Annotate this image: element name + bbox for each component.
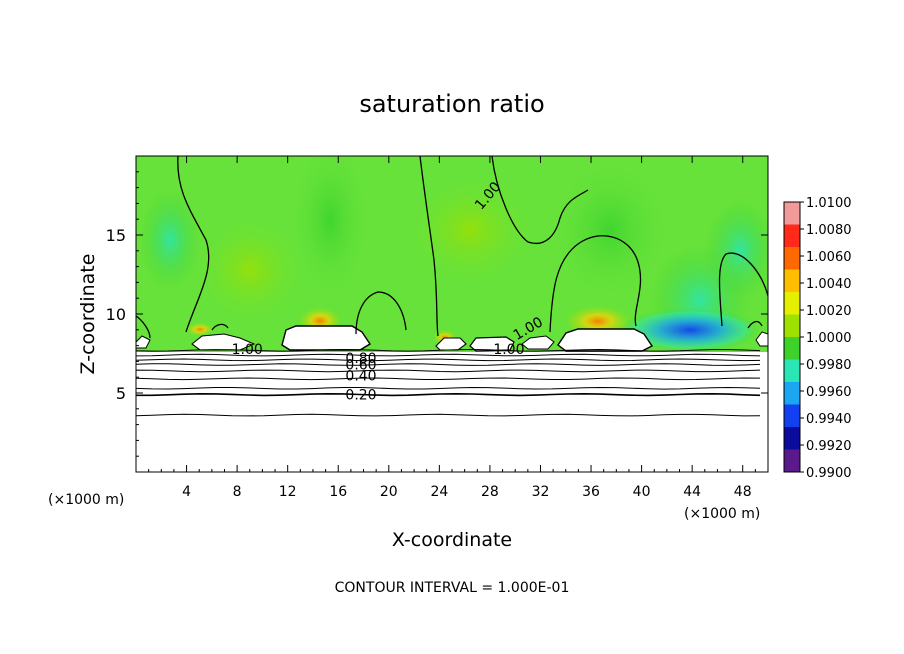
- colorbar-label: 1.0060: [806, 250, 852, 265]
- field-patch: [620, 308, 760, 352]
- x-tick-label: 32: [532, 484, 550, 500]
- field-patch: [564, 302, 632, 334]
- x-tick-label: 20: [380, 484, 398, 500]
- y-tick-label: 5: [116, 384, 126, 403]
- x-tick-label: 28: [481, 484, 499, 500]
- y-tick-label: 10: [106, 305, 126, 324]
- x-unit-right: (×1000 m): [684, 506, 760, 522]
- x-tick-label: 24: [430, 484, 448, 500]
- y-axis-label: Z-coordinate: [77, 254, 99, 375]
- horizontal-contours: [136, 348, 761, 417]
- colorbar-segment: [784, 359, 800, 383]
- contour-label-text: 1.00: [232, 342, 263, 358]
- subsaturated-region: [136, 352, 768, 472]
- colorbar-segment: [784, 269, 800, 293]
- contour-label: 0.40: [345, 369, 376, 385]
- field-patch: [186, 321, 214, 335]
- colorbar-label: 1.0100: [806, 196, 852, 211]
- colorbar-label: 0.9960: [806, 385, 852, 400]
- x-tick-label: 16: [329, 484, 347, 500]
- x-tick-label: 8: [233, 484, 242, 500]
- colorbar-label: 1.0080: [806, 223, 852, 238]
- y-axis: 5 10 15: [106, 171, 768, 457]
- colorbar-label: 0.9900: [806, 466, 852, 481]
- contour-line: [136, 392, 761, 397]
- colorbar-label: 0.9980: [806, 358, 852, 373]
- x-tick-label: 12: [279, 484, 297, 500]
- colorbar-label: 0.9920: [806, 439, 852, 454]
- cloud-blob: [136, 335, 151, 349]
- field-patch: [190, 210, 310, 330]
- x-axis-label: X-coordinate: [392, 529, 512, 551]
- plot-area: 1.001.001.001.000.800.600.400.20: [136, 156, 768, 472]
- colorbar-segment: [784, 449, 800, 473]
- contour-line: [136, 377, 761, 381]
- contour-label: 1.00: [232, 342, 263, 358]
- x-axis: 4 8 12 16 20 24 28 32 36 40 44 48: [148, 156, 756, 500]
- colorbar-label: 1.0020: [806, 304, 852, 319]
- x-tick-label: 36: [582, 484, 600, 500]
- field-patch: [705, 200, 768, 300]
- cloud-blob: [755, 331, 768, 347]
- field-patch: [550, 160, 670, 300]
- colorbar-segment: [784, 382, 800, 405]
- colorbar-label: 1.0040: [806, 277, 852, 292]
- contour-line: [136, 363, 761, 366]
- colorbar-label: 1.0000: [806, 331, 852, 346]
- x-tick-label: 48: [734, 484, 752, 500]
- contour-interval-note: CONTOUR INTERVAL = 1.000E-01: [335, 580, 570, 596]
- colorbar: 1.0100 1.0080 1.0060 1.0040 1.0020 1.0000 0.99…: [783, 196, 852, 481]
- contour-line: [136, 413, 761, 417]
- contour-label: 1.00: [493, 342, 524, 358]
- contour-label-text: 0.60: [345, 358, 376, 374]
- contour-label-text: 0.80: [345, 351, 376, 367]
- contour-label-text: 0.20: [345, 388, 376, 404]
- cloud-blob: [281, 325, 371, 351]
- y-tick-label: 15: [106, 226, 126, 245]
- colorbar-label: 0.9940: [806, 412, 852, 427]
- x-tick-label: 44: [683, 484, 701, 500]
- field-patch: [298, 304, 342, 332]
- colorbar-segment: [784, 224, 800, 248]
- colorbar-segment: [784, 427, 800, 450]
- contour-line: [136, 348, 761, 352]
- contour-label: 0.80: [345, 351, 376, 367]
- colorbar-segment: [784, 292, 800, 315]
- cloud-blob: [469, 336, 515, 352]
- contour-label-text: 0.40: [345, 369, 376, 385]
- contour-one: [136, 156, 768, 339]
- colorbar-segment: [784, 247, 800, 270]
- cloud-blob: [521, 335, 555, 350]
- field-patch: [290, 156, 370, 300]
- colorbar-segment: [784, 337, 800, 360]
- contour-line: [136, 386, 761, 390]
- field-patch: [140, 190, 200, 290]
- contour-label-text: 1.00: [493, 342, 524, 358]
- field-patch: [400, 170, 540, 290]
- contour-line: [136, 358, 761, 362]
- x-tick-label: 40: [633, 484, 651, 500]
- x-tick-label: 4: [182, 484, 191, 500]
- contour-label: 0.20: [345, 388, 376, 404]
- contour-line: [136, 353, 761, 357]
- contour-line: [136, 369, 761, 373]
- cloud-blob: [557, 328, 654, 352]
- colorbar-segment: [784, 404, 800, 428]
- chart-title: saturation ratio: [359, 90, 544, 118]
- colorbar-segment: [784, 202, 800, 225]
- contour-label: 0.60: [345, 358, 376, 374]
- x-unit-left: (×1000 m): [48, 492, 124, 508]
- colorbar-segment: [784, 314, 800, 338]
